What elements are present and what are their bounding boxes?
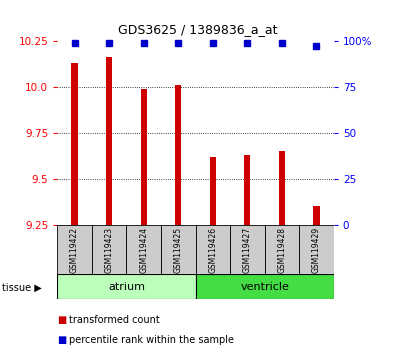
- Text: ventricle: ventricle: [240, 282, 289, 292]
- Bar: [196, 225, 230, 274]
- Text: GSM119426: GSM119426: [208, 227, 217, 273]
- Bar: [106, 57, 112, 225]
- Bar: [175, 85, 181, 225]
- Bar: [57, 274, 196, 299]
- Bar: [244, 155, 250, 225]
- Bar: [141, 88, 147, 225]
- Text: tissue ▶: tissue ▶: [2, 282, 42, 292]
- Bar: [313, 206, 320, 225]
- Text: GSM119425: GSM119425: [174, 227, 183, 273]
- Text: GSM119422: GSM119422: [70, 227, 79, 273]
- Bar: [71, 63, 78, 225]
- Text: ■: ■: [57, 335, 66, 345]
- Bar: [299, 225, 334, 274]
- Bar: [230, 225, 265, 274]
- Text: GDS3625 / 1389836_a_at: GDS3625 / 1389836_a_at: [118, 23, 277, 36]
- Bar: [265, 225, 299, 274]
- Text: ■: ■: [57, 315, 66, 325]
- Bar: [92, 225, 126, 274]
- Text: atrium: atrium: [108, 282, 145, 292]
- Text: GSM119428: GSM119428: [277, 227, 286, 273]
- Bar: [279, 151, 285, 225]
- Bar: [210, 157, 216, 225]
- Text: GSM119427: GSM119427: [243, 227, 252, 273]
- Bar: [196, 274, 334, 299]
- Bar: [126, 225, 161, 274]
- Text: transformed count: transformed count: [69, 315, 160, 325]
- Text: GSM119423: GSM119423: [105, 227, 114, 273]
- Bar: [161, 225, 196, 274]
- Text: percentile rank within the sample: percentile rank within the sample: [69, 335, 234, 345]
- Text: GSM119424: GSM119424: [139, 227, 148, 273]
- Text: GSM119429: GSM119429: [312, 227, 321, 273]
- Bar: [57, 225, 92, 274]
